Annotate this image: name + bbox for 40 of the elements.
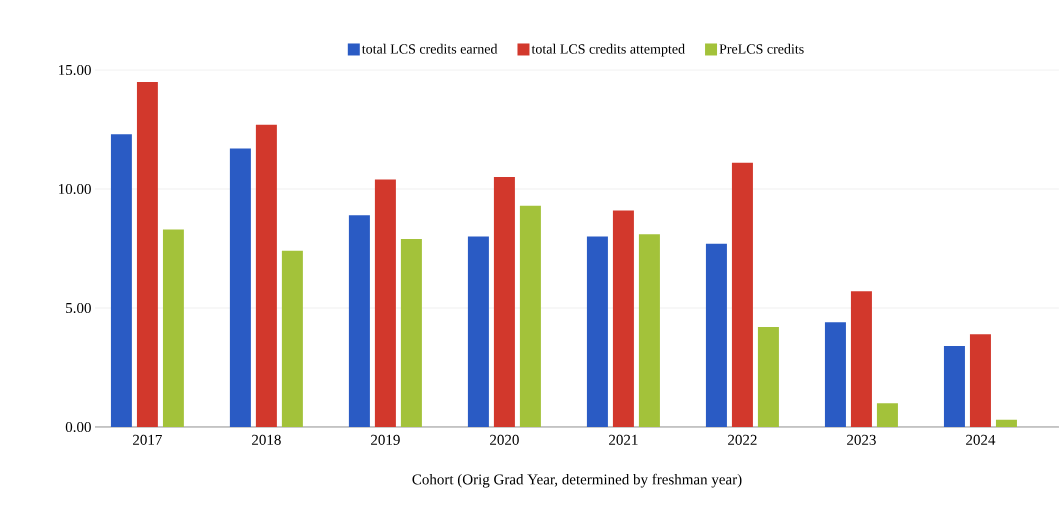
- bar: [612, 210, 634, 427]
- bar: [824, 322, 846, 427]
- bar: [348, 215, 370, 427]
- x-tick-label: 2017: [133, 434, 162, 445]
- x-axis-title: Cohort (Orig Grad Year, determined by freshman year): [412, 473, 742, 488]
- x-tick-label: 2021: [609, 434, 638, 445]
- bar: [943, 346, 965, 427]
- bar: [969, 334, 991, 427]
- y-tick-label: 5.00: [66, 302, 91, 314]
- x-tick-label: 2020: [490, 434, 519, 445]
- x-tick-label: 2022: [728, 434, 757, 445]
- legend-label: total LCS credits earned: [361, 43, 498, 54]
- x-tick-label: 2019: [371, 434, 400, 445]
- bar: [162, 229, 184, 427]
- bar: [110, 134, 132, 427]
- bar: [467, 236, 489, 427]
- bar: [586, 236, 608, 427]
- legend-label: total LCS credits attempted: [531, 43, 685, 57]
- bar: [493, 177, 515, 427]
- bar: [995, 419, 1017, 427]
- bar: [705, 243, 727, 427]
- bar: [519, 205, 541, 427]
- bar: [400, 238, 422, 427]
- bar: [136, 81, 158, 427]
- y-tick-label: 10.00: [59, 183, 91, 195]
- bar: [374, 179, 396, 427]
- bar: [255, 124, 277, 427]
- bar: [850, 291, 872, 427]
- x-tick-label: 2023: [847, 434, 876, 445]
- bar: [229, 148, 251, 427]
- bar: [638, 234, 660, 427]
- y-tick-label: 0.00: [65, 421, 91, 433]
- x-tick-label: 2018: [252, 434, 281, 445]
- y-tick-label: 15.00: [59, 64, 91, 76]
- bar: [757, 327, 779, 427]
- legend-label: PreLCS credits: [719, 43, 804, 54]
- bar: [731, 162, 753, 427]
- bar: [876, 403, 898, 427]
- bar: [281, 250, 303, 427]
- x-tick-label: 2024: [966, 434, 996, 445]
